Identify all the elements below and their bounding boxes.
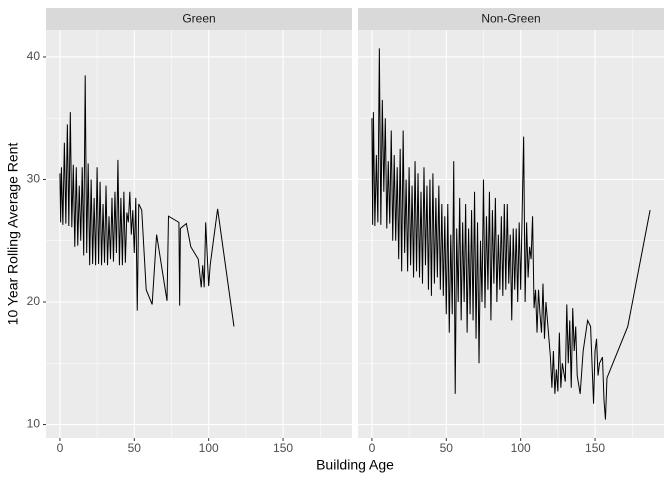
x-tick-label: 150 — [585, 441, 605, 455]
y-tick-label: 20 — [27, 294, 41, 308]
rent-line — [59, 75, 235, 327]
panel-background — [358, 30, 664, 438]
y-tick-label: 30 — [27, 172, 41, 186]
strip — [46, 8, 352, 30]
y-tick-label: 10 — [27, 417, 41, 431]
x-tick-label: 50 — [128, 441, 142, 455]
x-axis-label: Building Age — [316, 457, 394, 473]
x-tick-label: 0 — [57, 441, 64, 455]
x-tick-label: 100 — [199, 441, 219, 455]
x-tick-label: 150 — [273, 441, 293, 455]
strip-label: Green — [182, 12, 215, 26]
y-tick-label: 40 — [27, 49, 41, 63]
x-tick-label: 0 — [369, 441, 376, 455]
strip-label: Non-Green — [481, 12, 540, 26]
x-tick-label: 50 — [440, 441, 454, 455]
y-axis-label: 10 Year Rolling Average Rent — [5, 143, 21, 326]
rent-line — [371, 48, 651, 420]
x-tick-label: 100 — [511, 441, 531, 455]
strip — [358, 8, 664, 30]
